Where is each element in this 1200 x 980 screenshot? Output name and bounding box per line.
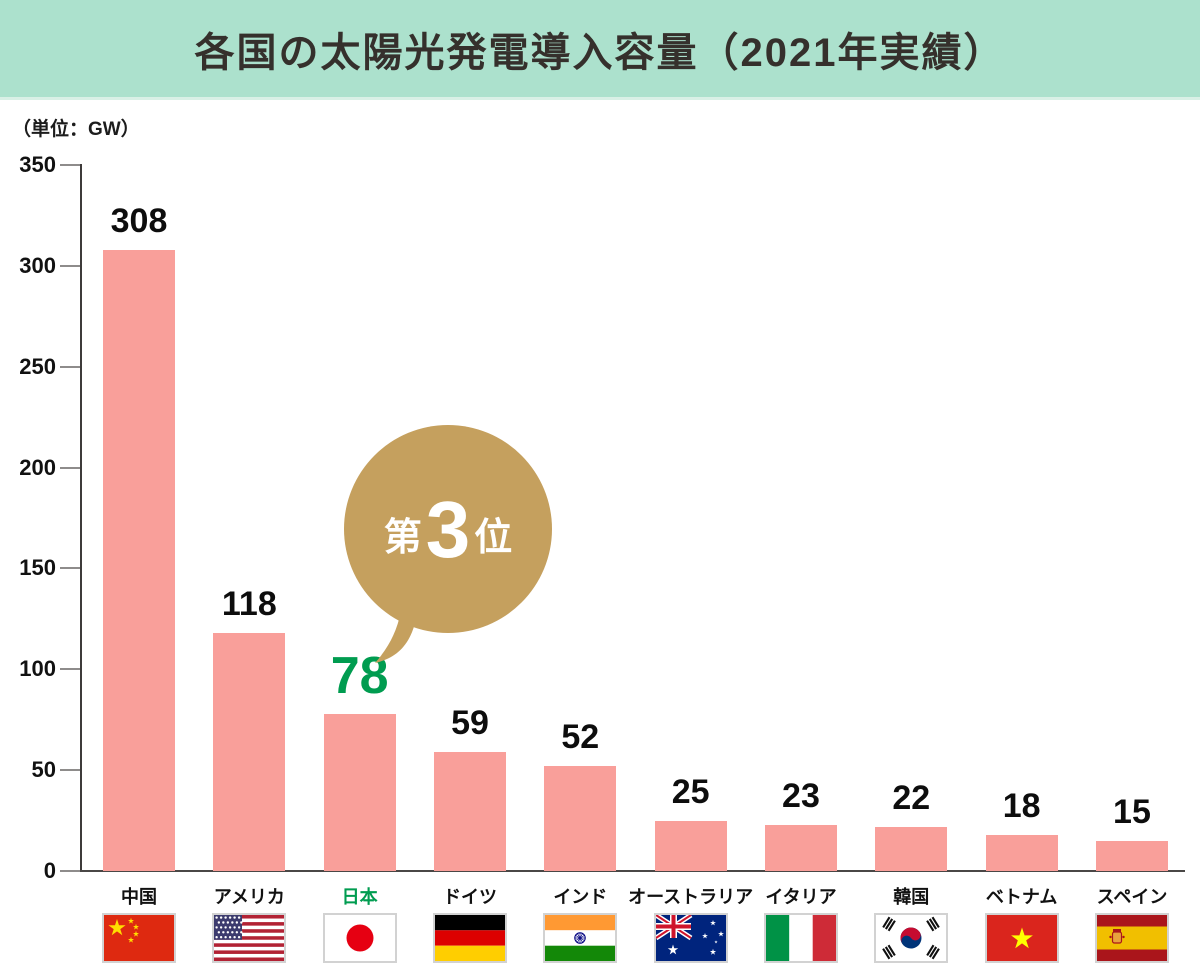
south-korea-flag-svg	[876, 915, 947, 961]
australia-bar	[654, 821, 727, 871]
y-tick-200	[60, 467, 80, 469]
australia-flag-icon	[653, 913, 728, 963]
spain-flag-svg	[1096, 915, 1167, 961]
y-tick-label-50: 50	[31, 757, 56, 782]
y-tick-250	[60, 366, 80, 368]
rank-bubble-tail	[375, 611, 416, 663]
china-bar	[103, 250, 175, 871]
spain-country-label: スペイン	[1096, 887, 1168, 907]
italy-bar	[764, 825, 837, 871]
japan-bar	[323, 714, 396, 871]
china-country-label: 中国	[121, 887, 157, 907]
rank-bubble	[344, 425, 552, 663]
unit-label: （単位：GW）	[12, 119, 140, 140]
y-axis	[80, 164, 82, 872]
usa-flag-svg	[214, 915, 285, 961]
china-flag-svg	[104, 915, 174, 961]
australia-value-label: 25	[671, 773, 710, 811]
india-flag-icon	[543, 913, 618, 963]
y-tick-50	[60, 769, 80, 771]
rank-suffix: 位	[474, 516, 513, 559]
germany-country-label: ドイツ	[442, 887, 497, 907]
spain-bar	[1095, 841, 1168, 871]
japan-flag-icon	[322, 913, 397, 963]
rank-bubble-circle	[344, 425, 552, 633]
y-tick-label-300: 300	[19, 253, 56, 278]
y-tick-300	[60, 265, 80, 267]
vietnam-country-label: ベトナム	[985, 887, 1058, 907]
y-tick-label-100: 100	[19, 656, 56, 681]
australia-flag-svg	[655, 915, 726, 961]
rank-bubble-text: 第 3 位	[338, 477, 558, 583]
vietnam-flag-svg	[986, 915, 1057, 961]
italy-flag-icon	[763, 913, 838, 963]
usa-flag-icon	[212, 913, 287, 963]
germany-bar	[433, 752, 506, 871]
rank-number: 3	[425, 485, 471, 574]
rank-prefix: 第	[383, 516, 422, 559]
spain-value-label: 15	[1113, 793, 1151, 831]
page-title: 各国の太陽光発電導入容量（2021年実績）	[194, 30, 1006, 75]
south-korea-flag-icon	[874, 913, 949, 963]
china-flag-icon	[102, 913, 176, 963]
south-korea-value-label: 22	[892, 779, 931, 817]
title-bar: 各国の太陽光発電導入容量（2021年実績）	[0, 0, 1200, 100]
y-tick-350	[60, 164, 80, 166]
x-axis	[62, 870, 1185, 872]
y-tick-label-150: 150	[19, 555, 56, 580]
y-tick-150	[60, 567, 80, 569]
south-korea-bar	[875, 827, 948, 871]
japan-country-label: 日本	[341, 887, 378, 907]
china-value-label: 308	[110, 202, 168, 240]
usa-country-label: アメリカ	[213, 887, 285, 907]
italy-value-label: 23	[782, 777, 820, 815]
japan-flag-svg	[324, 915, 395, 961]
india-value-label: 52	[561, 718, 600, 756]
india-bar	[544, 766, 617, 871]
y-tick-label-350: 350	[19, 152, 56, 177]
y-tick-label-250: 250	[19, 354, 56, 379]
y-tick-100	[60, 668, 80, 670]
australia-country-label: オーストラリア	[628, 887, 754, 907]
vietnam-value-label: 18	[1002, 787, 1041, 825]
south-korea-country-label: 韓国	[893, 887, 930, 907]
y-tick-0	[60, 870, 80, 872]
germany-value-label: 59	[451, 704, 489, 742]
vietnam-flag-icon	[984, 913, 1059, 963]
y-tick-label-0: 0	[43, 858, 56, 883]
india-country-label: インド	[553, 887, 608, 907]
usa-bar	[213, 633, 286, 871]
germany-flag-icon	[432, 913, 507, 963]
spain-flag-icon	[1094, 913, 1169, 963]
y-tick-label-200: 200	[19, 455, 56, 480]
usa-value-label: 118	[221, 585, 277, 623]
italy-flag-svg	[765, 915, 836, 961]
italy-country-label: イタリア	[765, 887, 837, 907]
germany-flag-svg	[434, 915, 505, 961]
vietnam-bar	[985, 835, 1058, 871]
india-flag-svg	[545, 915, 616, 961]
